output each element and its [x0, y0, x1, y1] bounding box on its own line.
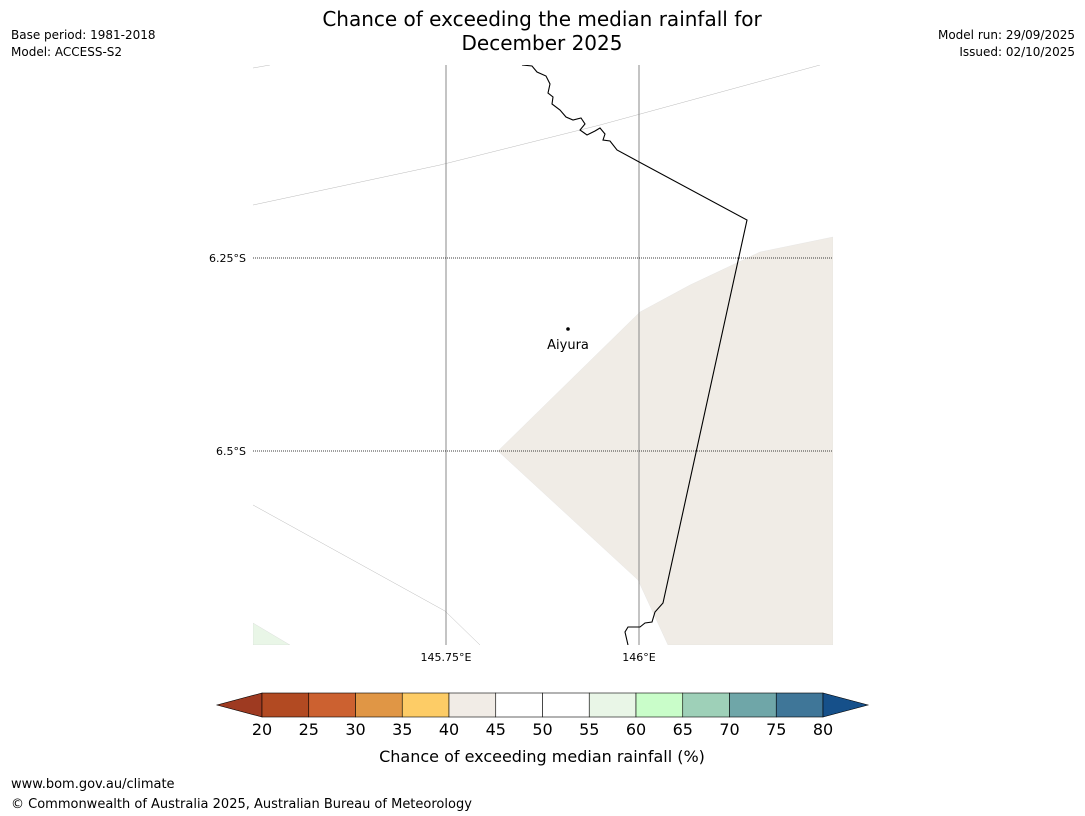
legend-tick-label: 35: [392, 720, 412, 739]
contour-line: [253, 65, 821, 206]
meta-right: Model run: 29/09/2025 Issued: 02/10/2025: [938, 27, 1075, 61]
legend-tick-label: 75: [766, 720, 786, 739]
place-marker: [566, 327, 570, 331]
map-area: [253, 65, 833, 645]
title-line-1: Chance of exceeding the median rainfall …: [322, 7, 762, 31]
legend-extend-high: [822, 692, 870, 718]
lat-label-6-25: 6.25°S: [209, 252, 246, 265]
legend-tick-label: 40: [439, 720, 459, 739]
legend-tick-label: 50: [532, 720, 552, 739]
legend-swatch: [261, 692, 310, 718]
legend-tick-label: 70: [719, 720, 739, 739]
legend-swatch: [495, 692, 543, 718]
lon-label-146: 146°E: [622, 651, 655, 664]
title-line-2: December 2025: [461, 31, 623, 55]
legend-swatch: [308, 692, 356, 718]
meta-left: Base period: 1981-2018 Model: ACCESS-S2: [11, 27, 156, 61]
legend-tick-label: 80: [813, 720, 833, 739]
issued-date: Issued: 02/10/2025: [959, 45, 1075, 59]
probability-region-40-45: [497, 236, 833, 645]
legend-swatch: [729, 692, 777, 718]
footer-url[interactable]: www.bom.gov.au/climate: [11, 777, 175, 792]
contour-line: [253, 65, 271, 69]
legend-tick-label: 20: [252, 720, 272, 739]
lon-label-145-75: 145.75°E: [421, 651, 472, 664]
legend-tick-label: 60: [626, 720, 646, 739]
place-label: Aiyura: [547, 338, 589, 353]
legend-tick-label: 55: [579, 720, 599, 739]
base-period: Base period: 1981-2018: [11, 28, 156, 42]
footer: www.bom.gov.au/climate © Commonwealth of…: [11, 775, 472, 815]
legend-tick-label: 65: [673, 720, 693, 739]
provincial-boundary: [521, 65, 748, 645]
legend-swatch: [588, 692, 637, 718]
legend-tick-label: 30: [345, 720, 365, 739]
legend-extend-low: [215, 692, 263, 718]
legend-swatch: [448, 692, 497, 718]
legend-swatch: [682, 692, 730, 718]
legend-swatch: [542, 692, 590, 718]
lat-label-6-5: 6.5°S: [216, 445, 246, 458]
legend-tick-label: 45: [486, 720, 506, 739]
legend-swatch: [635, 692, 684, 718]
legend-swatch: [775, 692, 824, 718]
legend-tick-label: 25: [299, 720, 319, 739]
legend-colorbar: [215, 692, 870, 718]
probability-region-55-60: [253, 622, 291, 645]
legend-swatch: [355, 692, 403, 718]
model-run: Model run: 29/09/2025: [937, 28, 1075, 42]
legend-ticks: 20 25 30 35 40 45 50 55 60 65 70 75 80: [252, 720, 833, 739]
contour-line: [253, 504, 481, 645]
legend-label: Chance of exceeding median rainfall (%): [379, 747, 705, 766]
chart-title: Chance of exceeding the median rainfall …: [242, 7, 842, 55]
footer-copyright: © Commonwealth of Australia 2025, Austra…: [11, 797, 472, 812]
model-name: Model: ACCESS-S2: [11, 45, 123, 59]
legend-swatch: [401, 692, 450, 718]
